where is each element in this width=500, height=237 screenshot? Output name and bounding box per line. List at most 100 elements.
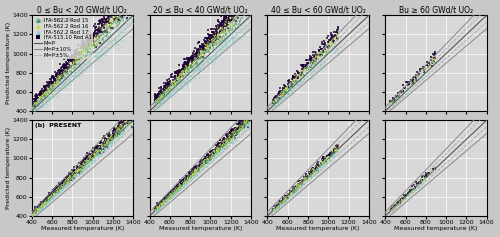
Point — [278, 87, 286, 91]
Point — [230, 22, 238, 26]
Point — [298, 67, 306, 70]
Point — [52, 74, 60, 78]
Point — [82, 52, 90, 56]
Point — [168, 190, 175, 193]
Point — [56, 76, 64, 80]
Point — [190, 168, 198, 172]
Point — [111, 137, 119, 141]
Point — [89, 146, 97, 150]
Point — [398, 197, 406, 201]
Point — [94, 35, 102, 38]
Point — [202, 41, 209, 45]
Point — [226, 19, 234, 23]
Point — [300, 177, 308, 181]
Point — [274, 203, 281, 207]
Point — [318, 42, 326, 46]
Point — [94, 32, 102, 35]
Point — [70, 176, 78, 180]
Point — [156, 203, 164, 207]
Point — [182, 180, 190, 184]
Point — [272, 98, 280, 102]
Point — [236, 123, 244, 126]
Point — [428, 58, 436, 62]
Point — [228, 14, 236, 18]
Point — [416, 69, 424, 73]
Point — [151, 95, 159, 99]
Point — [64, 174, 72, 178]
Point — [284, 193, 292, 197]
Point — [190, 169, 198, 173]
Point — [420, 71, 428, 74]
Point — [214, 36, 222, 39]
Point — [399, 83, 407, 87]
Point — [105, 134, 113, 137]
Point — [49, 80, 57, 84]
Point — [165, 192, 173, 196]
Point — [44, 198, 52, 202]
Point — [66, 173, 74, 177]
Point — [72, 61, 80, 65]
Point — [100, 134, 108, 138]
Point — [127, 123, 135, 126]
Point — [82, 158, 90, 161]
Point — [430, 59, 438, 62]
Point — [46, 82, 54, 86]
Point — [282, 88, 290, 92]
Point — [155, 97, 163, 100]
Point — [288, 81, 296, 85]
Point — [58, 68, 66, 72]
Point — [177, 70, 185, 73]
Point — [32, 96, 40, 99]
Point — [204, 42, 212, 46]
Point — [219, 24, 227, 28]
Point — [237, 123, 245, 127]
Point — [223, 138, 231, 141]
Point — [45, 196, 53, 200]
Point — [44, 196, 52, 200]
Point — [216, 142, 224, 146]
Point — [97, 146, 105, 149]
Point — [36, 206, 44, 210]
Point — [63, 179, 71, 183]
Point — [151, 99, 159, 103]
Point — [312, 168, 320, 171]
Point — [36, 92, 44, 96]
Point — [157, 205, 165, 209]
Point — [82, 36, 90, 40]
Point — [184, 175, 192, 179]
Point — [428, 169, 436, 173]
Point — [220, 42, 228, 46]
Point — [332, 148, 340, 152]
Point — [241, 119, 249, 123]
Point — [115, 120, 123, 124]
Point — [229, 131, 237, 135]
Point — [68, 57, 76, 60]
Point — [188, 173, 196, 177]
Point — [119, 128, 127, 132]
Point — [316, 45, 324, 49]
Point — [82, 160, 90, 164]
Point — [80, 159, 88, 162]
Point — [194, 60, 202, 64]
Point — [220, 143, 228, 147]
Point — [102, 29, 110, 32]
Point — [34, 206, 42, 210]
Point — [70, 53, 78, 57]
Point — [418, 178, 426, 182]
Point — [44, 81, 52, 85]
Point — [63, 178, 71, 182]
Point — [122, 22, 130, 26]
Point — [104, 30, 112, 34]
Point — [118, 27, 126, 30]
Point — [52, 79, 60, 82]
Point — [242, 23, 250, 27]
Point — [216, 26, 224, 29]
Point — [224, 138, 232, 142]
Point — [206, 153, 214, 157]
Point — [82, 65, 90, 69]
Point — [44, 195, 52, 198]
Point — [182, 66, 190, 69]
Point — [192, 68, 200, 72]
Point — [300, 181, 308, 184]
Point — [76, 173, 84, 176]
